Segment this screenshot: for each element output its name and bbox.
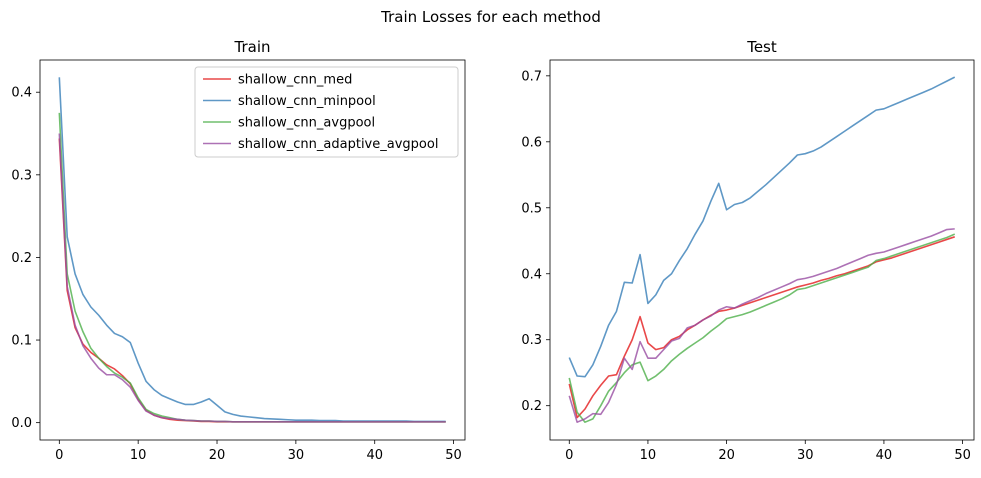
series-line-shallow-cnn-adaptive-avgpool: [58, 133, 446, 423]
legend: shallow_cnn_med shallow_cnn_minpoolshallo…: [194, 66, 459, 158]
legend-label: shallow_cnn_avgpool: [238, 116, 375, 131]
series-line-shallow-cnn-med: [568, 236, 955, 419]
x-tick-label: 0: [565, 448, 573, 463]
x-tick-label: 30: [797, 448, 814, 463]
series-line-shallow-cnn-minpool: [58, 77, 446, 423]
y-tick-label: 0.2: [521, 399, 542, 414]
x-tick-label: 50: [445, 448, 462, 463]
x-tick-label: 0: [55, 448, 63, 463]
legend-label: shallow_cnn_med: [238, 73, 352, 88]
figure-title: Train Losses for each method: [380, 8, 601, 26]
series-line-shallow-cnn-avgpool: [568, 233, 956, 423]
panel-title: Test: [746, 38, 777, 56]
y-tick-label: 0.6: [521, 135, 542, 150]
legend-box: [194, 66, 459, 158]
legend-label: shallow_cnn_adaptive_avgpool: [238, 137, 438, 152]
x-tick-label: 50: [954, 448, 971, 463]
plot-frame: [39, 59, 466, 441]
x-tick-label: 40: [876, 448, 893, 463]
x-tick-label: 40: [366, 448, 383, 463]
y-tick-label: 0.3: [521, 333, 542, 348]
y-tick-label: 0.0: [11, 416, 32, 431]
x-tick-label: 10: [640, 448, 657, 463]
series-line-shallow-cnn-minpool: [568, 76, 956, 378]
panel-title: Train: [234, 38, 271, 56]
x-tick-label: 20: [209, 448, 226, 463]
series-line-shallow-cnn-med: [58, 138, 446, 423]
y-tick-label: 0.5: [521, 201, 542, 216]
series-line-shallow-cnn-adaptive-avgpool: [568, 228, 955, 423]
x-tick-label: 10: [130, 448, 147, 463]
series-line-shallow-cnn-avgpool: [58, 112, 446, 423]
y-tick-label: 0.1: [11, 334, 32, 349]
x-tick-label: 30: [288, 448, 305, 463]
chart-panel-test: Test 0 10 20 30 40 50 0.2 0.3 0.4 0.5 0.6 0.7: [521, 38, 975, 463]
y-tick-label: 0.7: [521, 69, 542, 84]
y-tick-label: 0.2: [11, 251, 32, 266]
x-tick-label: 20: [718, 448, 735, 463]
y-tick-label: 0.4: [11, 86, 32, 101]
plot-frame: [549, 59, 975, 441]
legend-label: shallow_cnn_minpool: [238, 94, 376, 109]
chart-panel-train: Train 0 10 20 30 40 50 0.0 0.1 0.2 0.3 0.4 shallow_c…: [11, 38, 466, 463]
y-tick-label: 0.4: [521, 267, 542, 282]
y-tick-label: 0.3: [11, 168, 32, 183]
